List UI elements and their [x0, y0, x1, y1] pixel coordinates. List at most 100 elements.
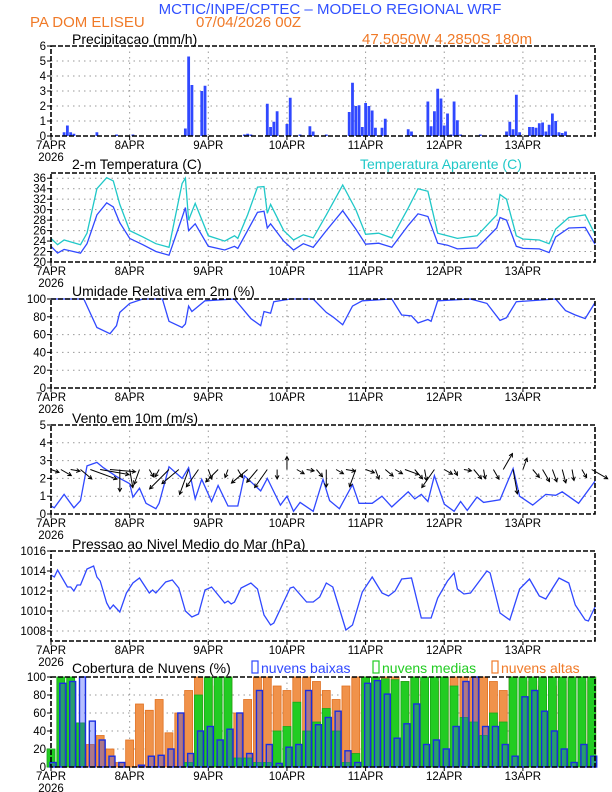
wind-arrow [178, 469, 190, 496]
cloud-bar-high [135, 703, 144, 768]
temp-y-tick-label: 30 [33, 205, 46, 217]
legend-swatch-medium [372, 660, 380, 674]
precip-frame [50, 45, 596, 137]
clouds-x-tick-label: 10APR [269, 771, 305, 783]
wind-arrow [512, 469, 520, 495]
wind-arrow [335, 469, 345, 475]
wind-arrow-head [148, 484, 154, 490]
temp-x-tick-label: 12APR [426, 266, 462, 278]
wind-arrow [591, 469, 609, 480]
wind-arrow [374, 469, 381, 481]
wind-arrow-shaft [60, 469, 72, 476]
wind-arrow-head [124, 471, 130, 477]
wind-arrow-shaft [483, 469, 486, 479]
cloud-bar-low [245, 752, 254, 768]
wind-arrow-shaft [571, 469, 575, 481]
wind-arrow-shaft [522, 457, 528, 470]
clouds-y-tick-label: 100 [27, 672, 46, 684]
wind-arrow-shaft [561, 469, 567, 484]
wind-arrow-head [418, 474, 424, 480]
wind-arrow [80, 469, 93, 480]
temp-x-tick-label: 11APR [348, 266, 384, 278]
cloud-bar-low [462, 680, 470, 768]
cloud-bar-low [285, 746, 293, 768]
precip-bar [62, 132, 66, 136]
cloud-bar-low [413, 703, 421, 768]
precip-bar [541, 122, 544, 136]
wind-arrow-shaft [205, 469, 219, 483]
cloud-bar-low [88, 720, 97, 768]
precip-bar [370, 110, 374, 136]
cloud-bar-low [560, 748, 568, 768]
pressure-panel [47, 550, 596, 645]
clouds-y-tick-label: 20 [33, 744, 46, 756]
wind-arrow-head [54, 469, 60, 474]
precip-bar [249, 134, 253, 136]
precip-bar [183, 128, 187, 136]
wind-frame [50, 424, 596, 515]
wind-arrow-head [571, 476, 576, 482]
wind-arrow-shaft [90, 469, 118, 480]
wind-arrow-shaft [70, 469, 81, 472]
wind-arrow [542, 469, 551, 483]
wind-arrow-shaft [473, 469, 482, 480]
cloud-bar-low [580, 743, 588, 768]
precip-y-tick-label: 2 [40, 101, 46, 113]
wind-arrow [414, 469, 424, 480]
wind-title: Vento em 10m (m/s) [72, 410, 198, 426]
wind-arrow-shaft [365, 469, 375, 474]
wind-arrow-head [318, 472, 324, 478]
wind-arrow-head [495, 475, 500, 481]
clouds-x-tick-label: 7APR [36, 771, 66, 783]
wind-arrow-shaft [254, 469, 268, 488]
clouds-x-tick-label: 13APR [505, 771, 541, 783]
wind-arrow [453, 469, 458, 477]
wind-arrow [117, 469, 123, 493]
pressure-x-tick-label: 8APR [115, 645, 145, 657]
cloud-bar-low [472, 676, 480, 768]
wind-arrow-head [603, 475, 609, 480]
cloud-bar-low [255, 689, 264, 768]
temp-y-tick-label: 24 [33, 236, 46, 248]
wind-arrow-shaft [404, 469, 420, 476]
temp-x-tick-label: 8APR [115, 266, 145, 278]
wind-arrow-shaft [316, 469, 323, 478]
cloud-bar-low [157, 754, 165, 768]
pressure-x-tick-label: 12APR [426, 645, 462, 657]
cloud-bar-low [98, 739, 106, 768]
precip-x-tick-label: 10APR [269, 140, 305, 152]
wind-arrow-shaft [463, 469, 472, 472]
wind-arrow [70, 468, 81, 473]
wind-arrow-head [129, 483, 135, 489]
precip-bar [518, 132, 522, 136]
wind-arrow-shaft [551, 469, 558, 482]
wind-arrow-head [514, 489, 520, 495]
clouds-x-year-label: 2026 [38, 783, 64, 792]
precip-bar [367, 106, 371, 136]
precip-bar [508, 121, 512, 136]
wind-arrow-shaft [148, 469, 154, 478]
pressure-x-tick-label: 10APR [269, 645, 305, 657]
wind-arrow-head [205, 477, 210, 483]
wind-arrow [161, 469, 180, 485]
pressure-y-tick-label: 1014 [20, 566, 46, 578]
wind-arrow-head [310, 467, 316, 473]
wind-y-tick-label: 3 [40, 456, 46, 468]
cloud-bar-low [236, 712, 244, 768]
wind-arrow [133, 469, 140, 486]
wind-x-tick-label: 9APR [193, 518, 223, 530]
wind-arrow [561, 469, 568, 484]
precip-bar [478, 134, 482, 136]
cloud-bar-low [363, 682, 372, 768]
wind-arrow [50, 469, 60, 474]
clouds-x-tick-label: 9APR [193, 771, 223, 783]
cloud-bar-low [373, 679, 382, 768]
wind-arrow-head [300, 470, 306, 475]
wind-arrow-shaft [237, 469, 243, 478]
wind-arrow-head [482, 474, 487, 480]
wind-arrow-head [562, 478, 568, 484]
wind-x-tick-label: 11APR [348, 518, 384, 530]
temp-line-apparent [50, 176, 596, 249]
wind-arrow [284, 455, 290, 470]
wind-arrow [482, 469, 487, 480]
